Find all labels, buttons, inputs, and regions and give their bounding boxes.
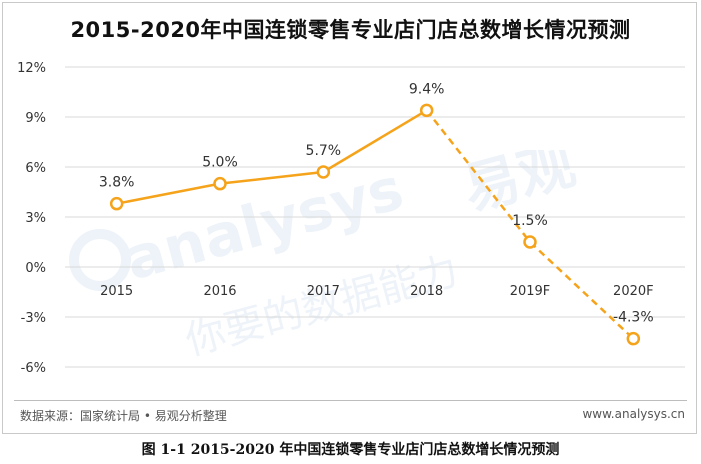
y-tick-label: 12% xyxy=(17,61,46,76)
data-point[interactable] xyxy=(109,196,124,211)
data-point[interactable] xyxy=(316,165,331,179)
data-label: 1.5% xyxy=(512,213,548,229)
data-point[interactable] xyxy=(626,331,641,346)
chart-points xyxy=(109,103,641,346)
data-point[interactable] xyxy=(419,103,434,118)
x-tick-label: 2019F xyxy=(510,284,551,299)
data-labels: 3.8% 5.0% 5.7% 9.4% 1.5% -4.3% xyxy=(99,81,654,325)
x-axis-labels: 2015 2016 2017 2018 2019F 2020F xyxy=(100,284,653,299)
chart-title: 2015-2020年中国连锁零售专业店门店总数增长情况预测 xyxy=(70,18,631,42)
website-link[interactable]: www.analysys.cn xyxy=(582,407,685,421)
x-tick-label: 2015 xyxy=(100,284,133,299)
data-label: 5.0% xyxy=(202,155,238,171)
chart-series xyxy=(116,109,635,340)
data-label: 5.7% xyxy=(306,143,342,159)
data-label: -4.3% xyxy=(613,310,654,326)
y-tick-label: 0% xyxy=(25,261,46,276)
series-line-actual xyxy=(116,109,428,205)
footer-divider xyxy=(14,400,687,401)
x-tick-label: 2017 xyxy=(307,284,340,299)
y-tick-label: 3% xyxy=(25,211,46,226)
y-tick-label: -3% xyxy=(21,311,46,326)
y-tick-label: 6% xyxy=(25,161,46,176)
data-label: 3.8% xyxy=(99,175,135,191)
y-tick-label: -6% xyxy=(21,361,46,376)
data-point[interactable] xyxy=(523,235,537,249)
chart-grid xyxy=(65,66,685,368)
data-label: 9.4% xyxy=(409,81,445,97)
x-tick-label: 2018 xyxy=(410,284,443,299)
chart-frame xyxy=(2,2,697,434)
y-axis-labels: 12% 9% 6% 3% 0% -3% -6% xyxy=(17,61,46,376)
y-tick-label: 9% xyxy=(25,111,46,126)
data-source: 数据来源：国家统计局 • 易观分析整理 xyxy=(20,409,227,423)
data-point[interactable] xyxy=(213,176,227,191)
x-tick-label: 2016 xyxy=(203,284,236,299)
x-tick-label: 2020F xyxy=(613,284,654,299)
figure-caption: 图 1-1 2015-2020 年中国连锁零售专业店门店总数增长情况预测 xyxy=(141,442,560,458)
